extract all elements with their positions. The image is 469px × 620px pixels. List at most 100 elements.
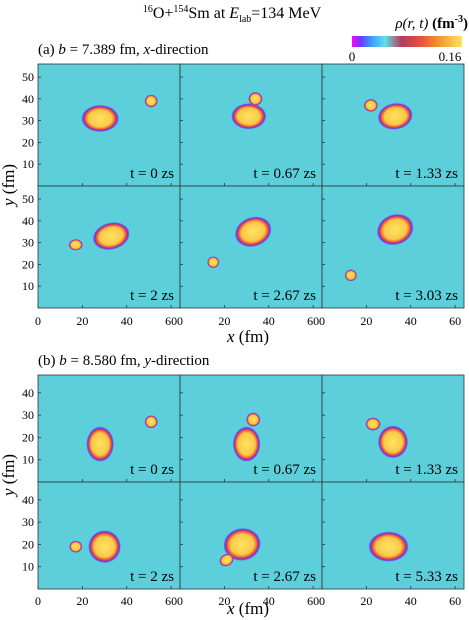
panel-a-2: t = 0.67 zs [179,63,323,187]
x-tick-label: 0 [35,594,41,608]
y-tick-label: 10 [22,560,34,574]
set-a-label: (a) b = 7.389 fm, x-direction [38,42,209,58]
panel-b-1: t = 0 zs 10 20 30 40 [22,374,181,483]
nucleus-blob-1 [368,531,409,563]
panel-b-5: t = 2.67 zs0 20 40 60 [177,481,323,608]
density-blobs [230,91,267,130]
time-label: t = 2 zs [130,569,174,585]
time-label: t = 0.67 zs [253,462,316,478]
x-tick-label: 40 [405,314,417,328]
nucleus-blob-1 [223,527,262,562]
set-a-xlabel: x (fm) [226,327,269,346]
y-tick-label: 30 [22,408,34,422]
y-tick-label: 20 [22,430,34,444]
set-b-label: (b) b = 8.580 fm, y-direction [38,353,210,369]
y-tick-label: 40 [22,92,34,106]
x-tick-label: 60 [165,594,177,608]
density-blobs [232,412,261,463]
x-tick-label: 60 [449,314,461,328]
nucleus-blob-1 [377,425,409,459]
density-blobs [365,417,409,459]
x-tick-label: 40 [263,594,275,608]
density-blobs [368,531,409,563]
y-tick-label: 10 [22,279,34,293]
panel-a-6: t = 3.03 zs 0 20 40 60 [319,185,465,328]
panel-background [321,185,465,309]
time-label: t = 2 zs [130,288,174,304]
time-label: t = 0 zs [130,462,174,478]
x-tick-label: 40 [121,314,133,328]
nucleus-blob-1 [80,104,120,133]
y-tick-label: 30 [22,236,34,250]
panel-b-3: t = 1.33 zs [321,374,465,483]
x-tick-label: 0 [319,594,325,608]
nucleus-blob-2 [246,412,261,427]
nucleus-blob-2 [219,553,234,567]
time-label: t = 5.33 zs [395,569,458,585]
colorbar-min-label: 0 [349,49,356,64]
colorbar-gradient [352,36,462,47]
colorbar-max-label: 0.16 [439,49,462,64]
y-tick-label: 40 [22,214,34,228]
nucleus-blob-2 [144,415,158,429]
panel-a-3: t = 1.33 zs [321,63,465,187]
y-tick-label: 10 [22,157,34,171]
density-blobs [68,221,131,251]
panel-grid-b: t = 0 zs 10 20 30 40 t = 0.67 zs t = 1.33 zs t … [22,374,465,608]
colorbar: ρ(r, t) (fm-3) 0 0.16 [349,14,468,64]
y-tick-label: 50 [22,70,34,84]
panel-b-4: t = 2 zs 10 20 30 40 0 20 40 60 [22,481,181,608]
panel-b-6: t = 5.33 zs 0 20 40 60 [319,481,465,608]
x-tick-label: 40 [405,594,417,608]
nucleus-blob-2 [68,239,83,251]
nucleus-blob-2 [365,417,381,431]
set-a-axis-labels: x (fm) y (fm) [0,164,269,346]
panel-background [37,374,181,483]
set-b-ylabel: y (fm) [0,454,18,498]
density-blobs [219,527,262,567]
panel-a-5: t = 2.67 zs0 20 40 60 [177,185,323,328]
panel-grid-a: t = 0 zs 10 20 30 40 50 t = 0.67 zs t = 1.33 zs… [22,63,465,328]
y-tick-label: 20 [22,135,34,149]
y-tick-label: 30 [22,114,34,128]
time-label: t = 2.67 zs [253,288,316,304]
x-tick-label: 0 [319,314,325,328]
x-tick-label: 0 [177,314,183,328]
density-blobs [363,98,413,130]
time-label: t = 0 zs [130,166,174,182]
set-a-ylabel: y (fm) [0,164,18,208]
nucleus-blob-1 [376,213,414,246]
x-tick-label: 20 [76,314,88,328]
nucleus-blob-2 [363,98,378,112]
nucleus-blob-2 [69,540,83,553]
nucleus-blob-2 [207,256,220,269]
x-tick-label: 20 [76,594,88,608]
nucleus-blob-1 [377,102,413,130]
figure-title: 16O+154Sm at Elab=134 MeV [143,4,322,25]
x-tick-label: 20 [360,314,372,328]
y-tick-label: 10 [22,453,34,467]
x-tick-label: 60 [307,314,319,328]
panel-a-1: t = 0 zs 10 20 30 40 50 [22,63,181,187]
y-tick-label: 40 [22,493,34,507]
set-b-axis-labels: x (fm) y (fm) [0,454,269,618]
density-blobs [69,529,122,564]
y-tick-label: 40 [22,386,34,400]
time-label: t = 3.03 zs [395,288,458,304]
time-label: t = 0.67 zs [253,166,316,182]
x-tick-label: 60 [165,314,177,328]
x-tick-label: 20 [218,594,230,608]
nucleus-blob-1 [230,103,267,130]
x-tick-label: 20 [360,594,372,608]
density-blobs [80,94,158,133]
y-tick-label: 20 [22,537,34,551]
nucleus-blob-1 [232,426,261,463]
y-tick-label: 30 [22,515,34,529]
panel-b-2: t = 0.67 zs [179,374,323,483]
nucleus-blob-2 [144,94,158,108]
x-tick-label: 60 [307,594,319,608]
density-blobs [344,213,414,282]
nucleus-blob-1 [86,426,115,463]
x-tick-label: 40 [263,314,275,328]
set-b-xlabel: x (fm) [226,599,269,618]
